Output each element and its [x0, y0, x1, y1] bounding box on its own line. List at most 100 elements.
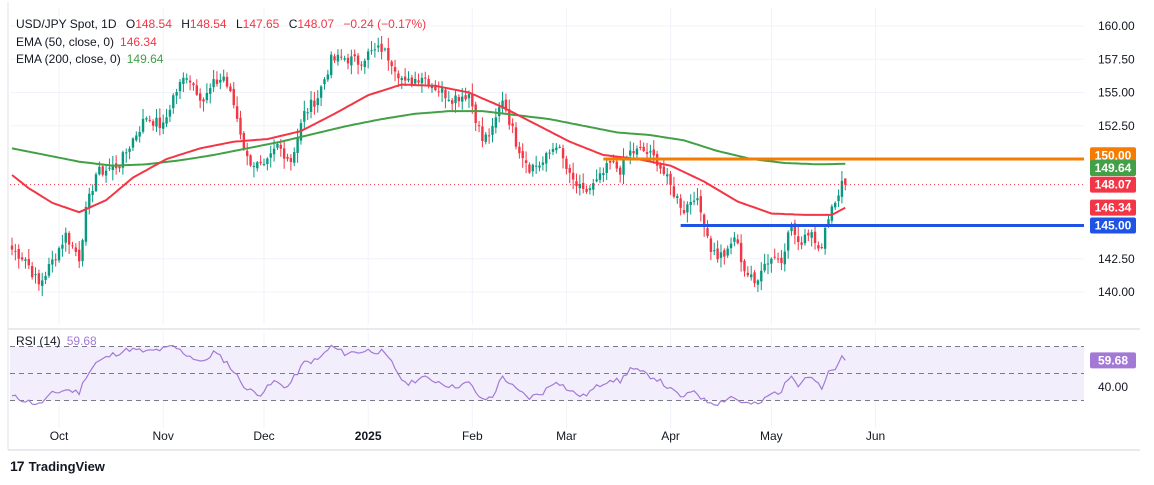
candle-body	[514, 127, 518, 147]
tradingview-brand[interactable]: 17 TradingView	[10, 458, 105, 474]
candle-body	[713, 250, 716, 252]
candle-body	[639, 146, 642, 148]
candle-body	[249, 155, 252, 166]
candle-body	[528, 164, 531, 173]
candle-body	[30, 266, 34, 278]
candle-body	[504, 99, 508, 111]
candle-body	[192, 83, 195, 86]
candle-body	[195, 85, 198, 95]
candle-body	[286, 156, 289, 159]
candle-body	[34, 274, 37, 276]
candle-body	[383, 48, 387, 50]
candle-body	[155, 117, 158, 127]
rsi-value-tag-text: 59.68	[1098, 353, 1128, 367]
candle-body	[598, 173, 602, 180]
ema200-tag-text: 149.64	[1095, 161, 1132, 175]
candle-body	[793, 223, 797, 235]
time-tick-label: 2025	[355, 429, 382, 443]
candle-body	[377, 45, 380, 48]
candle-body	[534, 165, 538, 167]
candle-body	[330, 54, 333, 76]
candle-body	[716, 248, 719, 260]
candle-body	[797, 236, 800, 242]
candle-body	[501, 100, 504, 109]
candle-body	[561, 148, 565, 159]
candle-body	[592, 183, 595, 190]
candle-body	[783, 251, 786, 265]
candle-body	[736, 239, 739, 244]
candle-body	[262, 164, 266, 166]
candle-body	[474, 104, 477, 123]
candle-body	[266, 158, 269, 165]
candle-body	[615, 161, 618, 169]
candle-body	[612, 161, 615, 163]
candle-body	[635, 148, 639, 155]
candle-body	[125, 152, 128, 154]
candle-body	[447, 99, 450, 101]
symbol-label: USD/JPY Spot, 1D	[16, 17, 117, 31]
candle-body	[51, 259, 54, 265]
candle-body	[306, 112, 309, 114]
candle-body	[588, 188, 592, 191]
candle-body	[198, 93, 202, 101]
close-label: C	[288, 17, 298, 31]
ema200-value: 149.64	[126, 52, 164, 66]
candle-body	[571, 172, 575, 180]
candle-body	[709, 238, 713, 252]
candle-body	[753, 272, 756, 284]
candle-body	[353, 54, 356, 57]
candle-body	[296, 138, 299, 153]
candle-body	[837, 195, 840, 202]
candle-body	[834, 202, 837, 208]
candle-body	[282, 148, 286, 159]
candle-body	[508, 109, 511, 125]
candle-body	[168, 109, 172, 117]
candle-body	[20, 257, 24, 260]
rsi-value-tag: 59.68	[1090, 352, 1136, 369]
ema50-tag-bg	[1090, 199, 1136, 216]
time-tick-label: Apr	[661, 429, 680, 443]
candle-body	[760, 270, 763, 282]
candle-body	[629, 150, 632, 156]
candle-body	[541, 162, 545, 165]
candle-body	[393, 67, 397, 72]
candle-body	[387, 48, 390, 61]
candle-body	[689, 202, 692, 205]
candle-body	[679, 198, 682, 208]
candle-body	[407, 78, 410, 81]
candle-body	[511, 123, 514, 127]
candle-body	[669, 173, 672, 186]
support-tag-bg	[1090, 217, 1136, 234]
candle-body	[827, 219, 830, 226]
ema50-tag: 146.34	[1090, 199, 1136, 216]
candle-body	[41, 280, 44, 286]
candle-body	[259, 161, 262, 164]
candles	[10, 35, 847, 297]
ema200-tag: 149.64	[1090, 160, 1136, 177]
candle-body	[719, 252, 723, 258]
candle-body	[521, 151, 524, 159]
time-tick-label: Dec	[253, 429, 274, 443]
candle-body	[739, 242, 743, 263]
candle-body	[676, 196, 679, 199]
candle-body	[303, 110, 306, 122]
candle-body	[595, 179, 598, 182]
candle-body	[366, 51, 370, 61]
candle-body	[582, 182, 585, 189]
price-tick-label: 160.00	[1098, 19, 1135, 33]
candle-body	[319, 86, 323, 98]
candle-body	[162, 122, 165, 129]
candle-body	[457, 97, 461, 102]
candle-body	[450, 100, 454, 104]
candle-body	[400, 78, 403, 80]
candle-body	[57, 248, 61, 261]
candle-body	[545, 153, 548, 164]
candle-body	[151, 121, 155, 126]
ema200-tag-bg	[1090, 160, 1136, 177]
candle-body	[397, 73, 400, 79]
candle-body	[608, 161, 612, 163]
resistance-tag: 150.00	[1090, 147, 1136, 164]
ema200-legend: EMA (200, close, 0) 149.64	[16, 52, 163, 67]
candle-body	[659, 163, 662, 169]
